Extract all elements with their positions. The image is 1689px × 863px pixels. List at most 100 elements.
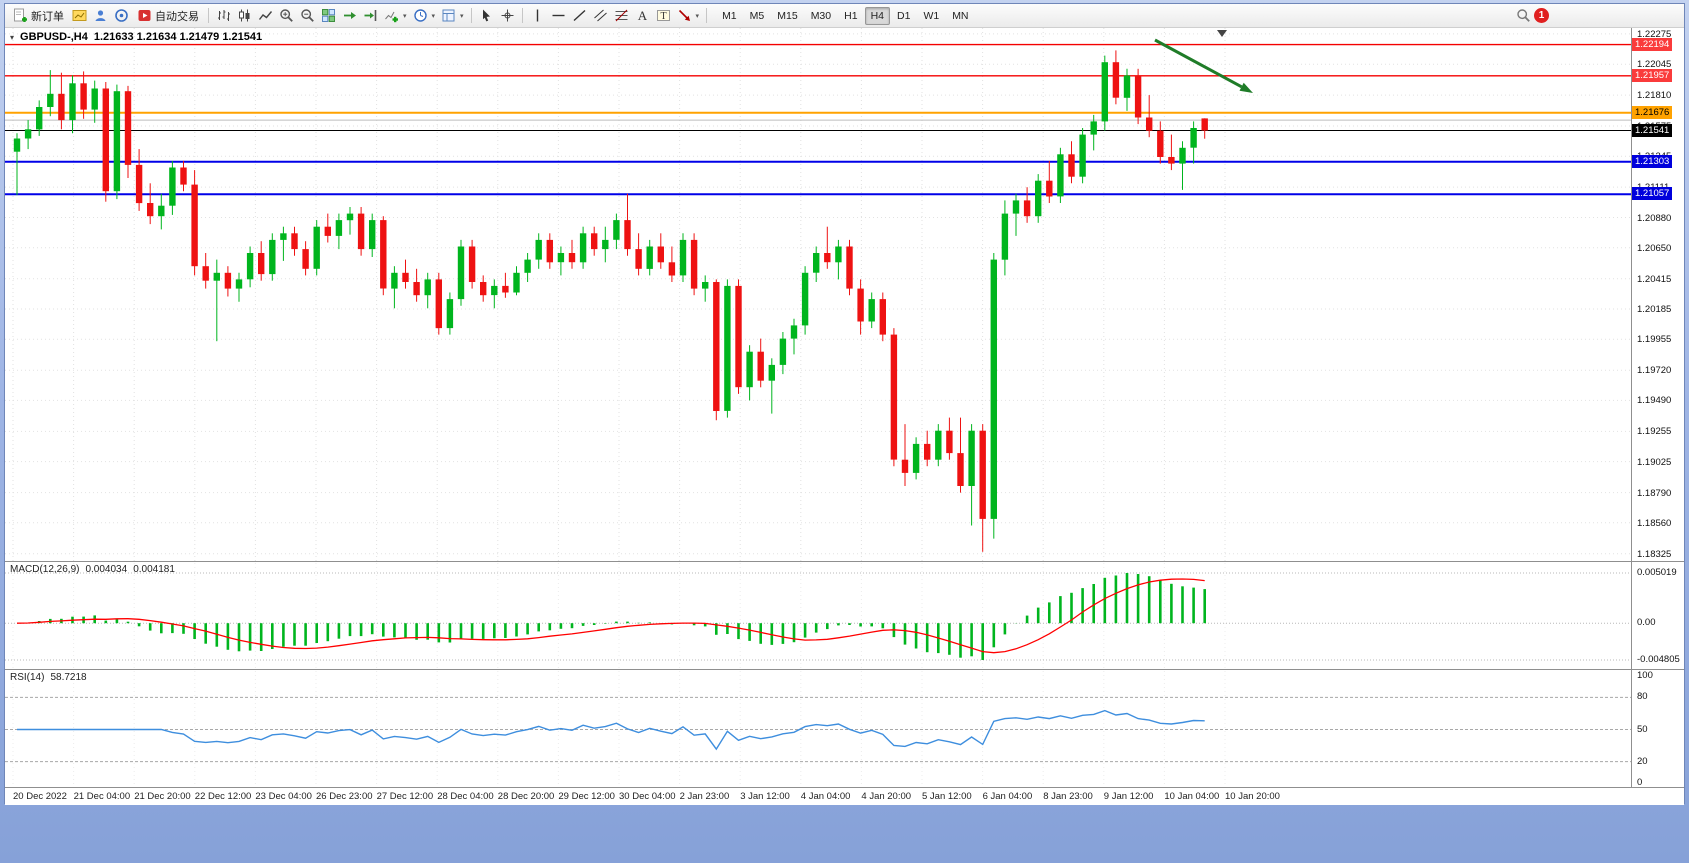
new-order-label: 新订单	[31, 10, 64, 23]
timeframe-mn-button[interactable]: MN	[952, 9, 969, 22]
vertical-line-tool-button[interactable]	[527, 6, 548, 26]
new-order-button[interactable]: 新订单	[8, 6, 69, 26]
candlestick-chart-button[interactable]	[234, 6, 255, 26]
rsi-axis-tick: 100	[1637, 670, 1653, 681]
macd-axis: 0.005019 0.00 -0.004805	[1631, 562, 1684, 669]
rsi-axis-tick: 20	[1637, 755, 1648, 767]
chart-shift-marker-icon[interactable]	[1217, 30, 1227, 37]
new-order-icon	[14, 8, 27, 22]
time-label: 5 Jan 12:00	[922, 791, 972, 802]
auto-trading-button[interactable]: 自动交易	[132, 6, 204, 26]
candlestick-plot-container[interactable]	[5, 28, 1631, 566]
price-line-badge[interactable]: 1.21541	[1632, 123, 1673, 137]
price-line-badge[interactable]: 1.21676	[1632, 105, 1673, 119]
arrow-tool-icon	[678, 9, 690, 21]
toolbar-separator	[706, 8, 708, 23]
macd-panel: MACD(12,26,9) 0.004034 0.004181 0.005019…	[5, 561, 1684, 670]
price-tick: 1.18790	[1637, 487, 1672, 499]
text-label-tool-button[interactable]: T	[653, 6, 674, 26]
toolbar: 新订单	[5, 4, 1684, 28]
indicators-button[interactable]: ▾	[381, 6, 410, 26]
horizontal-line-tool-button[interactable]	[548, 6, 569, 26]
chart-window-button[interactable]	[69, 6, 90, 26]
fibonacci-tool-button[interactable]	[611, 6, 632, 26]
text-tool-icon: A	[637, 8, 647, 23]
rsi-plot-container[interactable]	[5, 671, 1631, 793]
price-line-badge[interactable]: 1.21057	[1632, 187, 1673, 201]
zoom-out-icon	[301, 9, 314, 22]
timeframe-m30-button[interactable]: M30	[810, 9, 832, 22]
cursor-button[interactable]	[476, 6, 497, 26]
toolbar-separator	[470, 8, 472, 23]
chart-ohlc: 1.21633 1.21634 1.21479 1.21541	[93, 31, 263, 43]
text-tool-button[interactable]: A	[632, 6, 653, 26]
candlestick-plot[interactable]	[5, 28, 1631, 561]
trendline-tool-button[interactable]	[569, 6, 590, 26]
cursor-icon	[482, 9, 490, 22]
svg-text:T: T	[660, 11, 666, 22]
profile-icon	[95, 10, 106, 21]
timeframe-m1-button[interactable]: M1	[722, 9, 737, 22]
chart-shift-icon	[364, 10, 377, 21]
macd-plot-container[interactable]	[5, 563, 1631, 675]
time-label: 4 Jan 20:00	[861, 791, 912, 802]
template-icon	[442, 9, 455, 22]
templates-button[interactable]: ▾	[438, 6, 467, 26]
price-tick: 1.19955	[1637, 334, 1672, 346]
search-button[interactable]	[1513, 6, 1534, 26]
price-tick: 1.18325	[1637, 548, 1672, 560]
time-label: 22 Dec 12:00	[194, 791, 252, 802]
timeframe-m5-button[interactable]: M5	[749, 9, 765, 22]
macd-plot[interactable]	[5, 563, 1631, 670]
chart-shift-button[interactable]	[360, 6, 381, 26]
time-label: 30 Dec 04:00	[619, 791, 676, 802]
time-label: 2 Jan 23:00	[679, 791, 730, 802]
timeframe-h4-button[interactable]: H4	[864, 6, 890, 25]
time-label: 3 Jan 12:00	[740, 791, 790, 802]
time-label: 27 Dec 12:00	[376, 791, 434, 802]
bar-chart-button[interactable]	[213, 6, 234, 26]
candles	[13, 50, 1208, 552]
timeframe-d1-button[interactable]: D1	[897, 9, 911, 22]
time-label: 29 Dec 12:00	[558, 791, 615, 802]
zoom-in-button[interactable]	[276, 6, 297, 26]
price-tick: 1.19490	[1637, 395, 1672, 407]
price-axis: 1.222751.220451.218101.215751.213451.211…	[1631, 28, 1684, 561]
notification-badge[interactable]: 1	[1534, 8, 1549, 23]
price-line-badge[interactable]: 1.22194	[1632, 37, 1673, 51]
market-watch-button[interactable]	[111, 6, 132, 26]
chevron-down-icon: ▾	[695, 12, 700, 20]
price-line-badge[interactable]: 1.21957	[1632, 68, 1673, 82]
rsi-label: RSI(14) 58.7218	[10, 672, 87, 683]
symbol-marker-icon: ▾	[10, 32, 15, 42]
time-label: 28 Dec 04:00	[437, 791, 494, 802]
auto-scroll-button[interactable]	[339, 6, 360, 26]
timeframe-h1-button[interactable]: H1	[844, 9, 858, 22]
rsi-line	[17, 709, 1205, 751]
timeframe-m15-button[interactable]: M15	[777, 9, 798, 22]
tile-windows-button[interactable]	[318, 6, 339, 26]
line-chart-button[interactable]	[255, 6, 276, 26]
macd-axis-zero: 0.00	[1637, 617, 1656, 629]
crosshair-button[interactable]	[497, 6, 518, 26]
timeframe-w1-button[interactable]: W1	[923, 9, 940, 22]
rsi-plot[interactable]	[5, 671, 1631, 788]
rsi-name: RSI(14)	[10, 672, 45, 683]
macd-name: MACD(12,26,9)	[10, 564, 80, 575]
price-line-badge[interactable]: 1.21303	[1632, 154, 1673, 168]
fibonacci-icon	[615, 9, 628, 22]
time-label: 26 Dec 23:00	[316, 791, 373, 802]
macd-label: MACD(12,26,9) 0.004034 0.004181	[10, 564, 175, 575]
time-label: 10 Jan 04:00	[1164, 791, 1220, 802]
zoom-out-button[interactable]	[297, 6, 318, 26]
profiles-button[interactable]	[90, 6, 111, 26]
text-label-icon: T	[656, 10, 670, 22]
trend-arrow-annotation[interactable]	[1154, 38, 1253, 93]
periods-button[interactable]: ▾	[410, 6, 439, 26]
rsi-axis-tick: 50	[1637, 723, 1648, 735]
timeframe-bar: M1 M5 M15 M30 H1 H4 D1 W1 MN	[716, 6, 974, 25]
arrows-tool-button[interactable]: ▾	[674, 6, 703, 26]
vertical-line-icon	[536, 9, 538, 22]
channel-tool-button[interactable]	[590, 6, 611, 26]
